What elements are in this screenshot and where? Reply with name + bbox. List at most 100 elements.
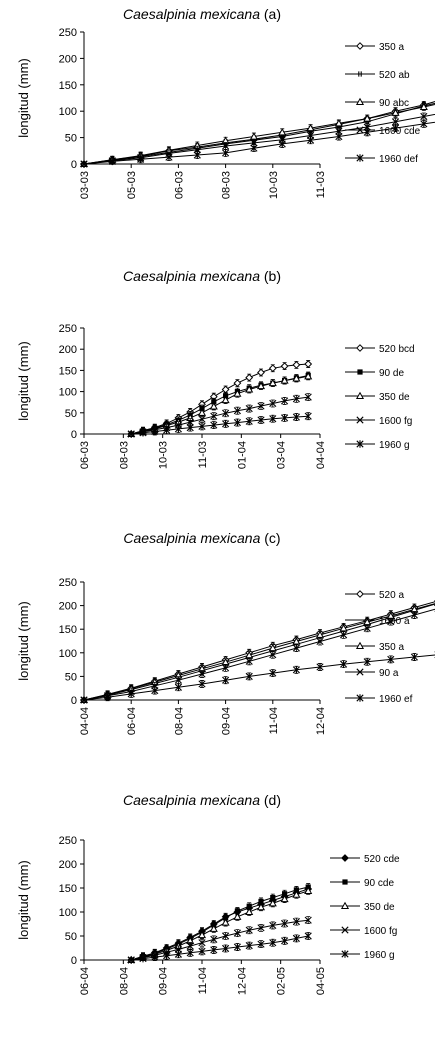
legend-label: 90 cde: [364, 878, 394, 889]
data-point: [222, 142, 230, 150]
chart-title-suffix: (d): [260, 792, 281, 808]
data-point: [233, 929, 241, 937]
data-point: [280, 376, 289, 384]
data-point: [104, 693, 112, 701]
data-point: [269, 921, 277, 930]
data-point: [221, 385, 230, 394]
data-point: [292, 374, 301, 382]
legend-entry: 520 cde: [330, 854, 400, 865]
data-point: [334, 119, 343, 127]
data-point: [280, 362, 289, 371]
data-point: [245, 373, 254, 382]
chart-title: Caesalpinia mexicana (c): [123, 530, 280, 546]
data-point: [233, 379, 242, 388]
legend-entry: 90 a: [345, 668, 399, 679]
data-point: [316, 663, 324, 671]
data-point: [304, 393, 312, 401]
x-tick-label: 11-03: [197, 441, 209, 468]
data-point: [257, 416, 265, 424]
legend-marker: [355, 97, 365, 106]
legend-label: 520 cde: [364, 854, 400, 865]
legend-entry: 350 a: [345, 42, 404, 53]
data-point: [292, 890, 301, 898]
data-point: [410, 653, 418, 661]
data-point: [292, 637, 301, 645]
legend-marker: [355, 641, 365, 650]
data-point: [163, 951, 171, 960]
data-point: [127, 690, 135, 698]
data-point: [340, 660, 348, 668]
y-axis-label: longitud (mm): [16, 341, 31, 420]
y-tick-label: 200: [59, 601, 77, 613]
data-point: [245, 385, 254, 393]
data-point: [245, 941, 253, 950]
x-tick-label: 08-03: [221, 171, 233, 199]
data-point: [256, 902, 266, 911]
legend-entry: 90 abc: [345, 97, 409, 109]
series-line: [131, 919, 309, 961]
data-point: [198, 670, 206, 678]
y-tick-label: 250: [59, 577, 77, 589]
legend-label: 350 a: [379, 642, 404, 653]
data-point: [108, 157, 116, 166]
y-tick-label: 50: [65, 931, 77, 943]
data-point: [222, 409, 230, 417]
x-tick-label: 04-04: [79, 707, 91, 735]
data-point: [304, 886, 313, 894]
data-point: [292, 360, 301, 369]
legend-entry: 520 ab: [345, 70, 410, 81]
data-point: [420, 120, 428, 128]
data-point: [193, 146, 201, 154]
legend-entry: 1600 fg: [330, 926, 397, 937]
x-tick-label: 12-04: [236, 967, 248, 995]
data-point: [256, 381, 266, 390]
data-point: [151, 953, 159, 961]
data-point: [410, 611, 418, 619]
y-tick-label: 250: [59, 835, 77, 847]
x-tick-label: 03-03: [79, 171, 91, 199]
legend-label: 1600 a: [379, 616, 410, 627]
chart-panel-c: Caesalpinia mexicana (c)0501001502002500…: [16, 530, 435, 735]
data-point: [304, 916, 312, 924]
x-tick-label: 08-04: [173, 707, 185, 735]
series-line: [131, 415, 309, 435]
series-1960-def: [80, 119, 435, 168]
data-point: [223, 915, 229, 921]
data-point: [306, 136, 315, 145]
chart-panel-a: Caesalpinia mexicana (a)0501001502002500…: [16, 6, 435, 199]
chart-title-species: Caesalpinia mexicana: [123, 530, 260, 546]
data-point: [245, 926, 253, 934]
legend-entry: 90 de: [345, 368, 404, 379]
chart-panel-b: Caesalpinia mexicana (b)0501001502002500…: [16, 268, 415, 469]
data-point: [292, 918, 300, 926]
data-point: [257, 402, 265, 410]
x-tick-label: 10-03: [158, 441, 170, 469]
legend-entry: 520 bcd: [345, 344, 415, 355]
chart-title-species: Caesalpinia mexicana: [123, 792, 260, 808]
data-point: [335, 127, 343, 135]
x-tick-label: 11-03: [315, 171, 327, 198]
data-point: [222, 944, 230, 953]
legend-marker: [355, 391, 365, 400]
chart-title-suffix: (c): [260, 530, 280, 546]
data-point: [222, 932, 230, 940]
legend-marker: [340, 901, 350, 910]
x-tick-label: 08-03: [118, 441, 130, 469]
legend-label: 350 a: [379, 42, 404, 53]
data-point: [233, 912, 242, 920]
data-point: [316, 637, 324, 646]
data-point: [281, 919, 289, 928]
data-point: [139, 428, 147, 437]
series-line: [131, 396, 309, 435]
data-point: [193, 151, 201, 159]
legend-label: 1960 g: [364, 950, 395, 961]
series-line: [83, 113, 435, 165]
data-point: [304, 412, 312, 420]
series-1960-g: [127, 932, 312, 964]
data-point: [292, 665, 300, 674]
axes: 0 50 100 150 200 250 06-03 08-03 10-03 11-03 01-04…: [59, 323, 327, 469]
data-point: [198, 947, 206, 956]
data-point: [269, 414, 277, 423]
y-tick-label: 150: [59, 883, 77, 895]
data-point: [363, 128, 371, 137]
